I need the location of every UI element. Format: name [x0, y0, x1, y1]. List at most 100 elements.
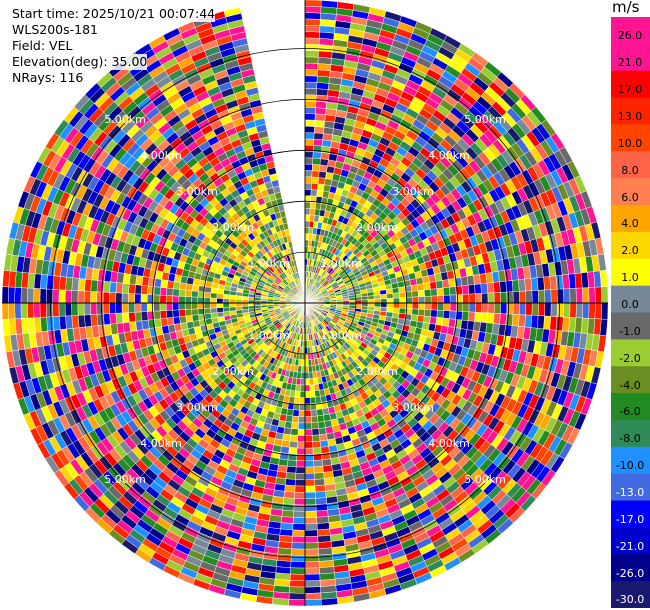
velocity-gate — [172, 316, 181, 325]
velocity-gate — [304, 485, 316, 493]
velocity-gate — [304, 6, 322, 14]
velocity-gate — [140, 285, 149, 295]
velocity-gate — [537, 289, 546, 304]
velocity-gate — [512, 302, 520, 315]
velocity-gate — [241, 299, 249, 304]
velocity-gate — [140, 302, 148, 313]
velocity-gate — [185, 315, 194, 323]
velocity-gate — [222, 298, 230, 304]
velocity-gate — [128, 283, 136, 295]
velocity-gate — [493, 302, 501, 314]
velocity-gate — [128, 311, 136, 323]
velocity-gate — [33, 302, 41, 318]
velocity-gate — [493, 292, 501, 304]
velocity-gate — [380, 298, 388, 304]
velocity-gate — [166, 287, 174, 297]
velocity-gate — [295, 472, 306, 481]
velocity-gate — [27, 287, 35, 304]
velocity-gate — [278, 534, 293, 543]
velocity-gate — [102, 302, 110, 315]
velocity-gate — [216, 297, 224, 304]
velocity-gate — [203, 297, 211, 304]
velocity-gate — [289, 434, 299, 442]
velocity-gate — [52, 316, 61, 331]
velocity-gate — [298, 409, 306, 417]
velocity-gate — [588, 302, 596, 319]
velocity-gate — [27, 302, 35, 319]
velocity-gate — [184, 308, 193, 317]
velocity-gate — [160, 317, 169, 327]
velocity-gate — [304, 88, 317, 96]
velocity-gate — [310, 189, 318, 197]
velocity-gate — [562, 316, 570, 332]
velocity-gate — [304, 397, 311, 405]
velocity-gate — [312, 447, 322, 455]
velocity-gate — [304, 113, 316, 121]
velocity-gate — [172, 281, 181, 290]
velocity-gate — [315, 491, 327, 499]
velocity-gate — [317, 177, 326, 185]
velocity-gate — [304, 592, 322, 600]
velocity-gate — [281, 509, 294, 518]
velocity-gate — [77, 278, 86, 292]
velocity-gate — [314, 396, 322, 404]
velocity-gate — [555, 274, 564, 290]
velocity-gate — [304, 561, 320, 569]
velocity-gate — [512, 291, 520, 304]
velocity-gate — [499, 313, 507, 326]
velocity-gate — [320, 152, 330, 160]
velocity-gate — [134, 293, 142, 304]
velocity-gate — [210, 297, 218, 304]
velocity-gate — [83, 302, 91, 316]
velocity-gate — [71, 315, 80, 329]
velocity-gate — [297, 428, 306, 436]
velocity-gate — [317, 534, 332, 543]
velocity-gate — [506, 291, 514, 304]
velocity-gate — [531, 290, 539, 304]
velocity-gate — [424, 295, 432, 304]
velocity-gate — [518, 278, 526, 292]
velocity-gate — [308, 365, 313, 373]
velocity-gate — [594, 302, 602, 320]
velocity-gate — [304, 69, 318, 77]
velocity-gate — [216, 302, 224, 309]
velocity-gate — [96, 280, 105, 293]
velocity-gate — [304, 208, 311, 216]
velocity-gate — [307, 359, 313, 367]
velocity-gate — [411, 308, 419, 316]
velocity-gate — [159, 294, 167, 304]
velocity-gate — [235, 298, 243, 304]
velocity-gate — [282, 433, 291, 442]
velocity-gate — [298, 416, 306, 424]
velocity-gate — [309, 208, 316, 216]
velocity-gate — [45, 302, 54, 318]
velocity-gate — [318, 170, 327, 179]
velocity-gate — [416, 283, 425, 291]
velocity-gate — [293, 498, 306, 506]
velocity-gate — [2, 318, 11, 337]
velocity-gate — [319, 433, 328, 442]
velocity-gate — [304, 573, 321, 582]
velocity-gate — [313, 472, 325, 480]
velocity-gate — [39, 302, 47, 318]
velocity-gate — [417, 308, 426, 317]
velocity-gate — [165, 302, 173, 311]
velocity-gate — [437, 302, 445, 311]
velocity-gate — [430, 309, 438, 318]
velocity-gate — [410, 284, 419, 292]
velocity-gate — [487, 292, 495, 304]
velocity-gate — [316, 522, 330, 531]
velocity-gate — [411, 290, 419, 298]
velocity-gate — [304, 441, 314, 449]
velocity-gate — [290, 567, 306, 575]
velocity-gate — [550, 289, 558, 304]
velocity-gate — [449, 310, 457, 320]
velocity-gate — [569, 302, 577, 318]
velocity-gate — [317, 69, 331, 78]
velocity-gate — [184, 296, 192, 304]
velocity-gate — [289, 440, 298, 449]
velocity-gate — [115, 292, 123, 304]
velocity-gate — [304, 517, 318, 525]
velocity-gate — [289, 580, 306, 588]
velocity-gate — [77, 302, 85, 316]
